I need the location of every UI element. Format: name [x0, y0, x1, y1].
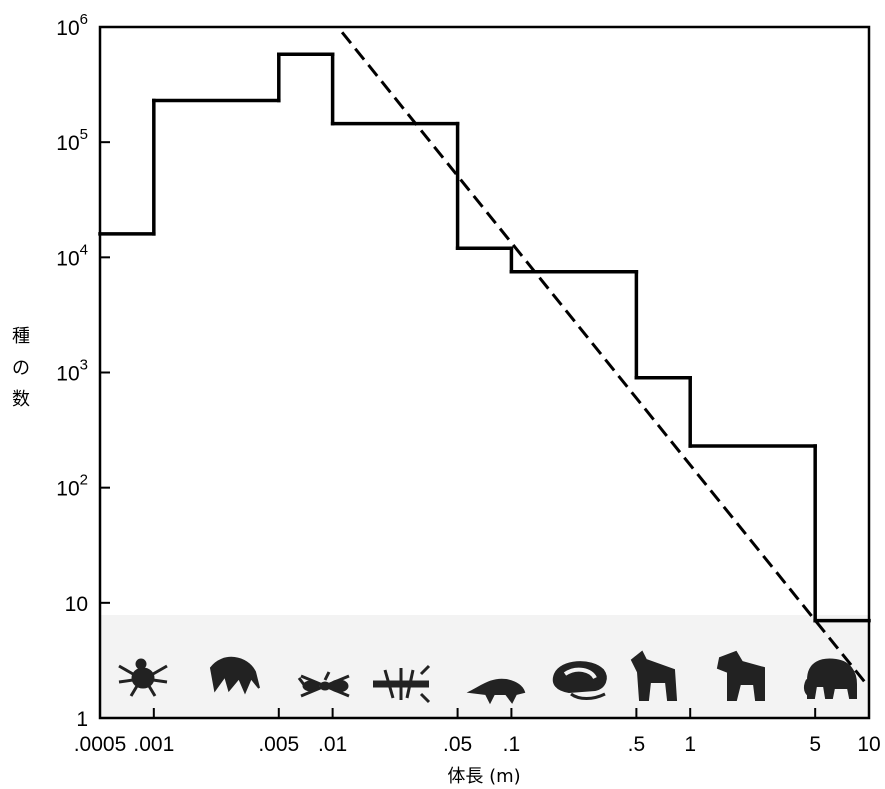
x-axis-ticks: .0005 .001 .005 .01 .05 .1 .5 1 5 10: [74, 708, 881, 756]
lizard-icon: [466, 678, 526, 705]
x-tick-label: .005: [258, 733, 299, 756]
y-tick-label: 102: [56, 472, 88, 501]
y-tick-label: 106: [56, 11, 88, 40]
y-tick-base: 10: [56, 363, 79, 386]
x-tick-label: 10: [857, 733, 880, 756]
x-tick-label: .0005: [74, 733, 127, 756]
y-tick-base: 10: [56, 247, 79, 270]
y-tick-label: 103: [56, 357, 88, 386]
y-tick-exponent: 3: [80, 357, 88, 374]
beetle-icon: [209, 657, 260, 695]
y-axis-title-char-3: 数: [12, 389, 30, 410]
y-axis-title-char-1: 種: [12, 326, 30, 347]
y-tick-exponent: 4: [80, 241, 88, 258]
y-tick-exponent: 5: [80, 126, 88, 143]
x-axis-title: 体長 (m): [447, 766, 520, 787]
trend-line: [340, 31, 867, 685]
series-layer: [98, 31, 871, 685]
y-tick-exponent: 6: [80, 11, 88, 28]
y-tick-base: 10: [56, 132, 79, 155]
y-tick-label: 1: [76, 708, 88, 731]
y-tick-exponent: 2: [80, 472, 88, 489]
dog-icon: [630, 650, 678, 701]
y-tick-label: 104: [56, 241, 88, 270]
rodent-icon: [552, 661, 607, 700]
y-axis-title: 種 の 数: [12, 326, 30, 410]
x-tick-label: .001: [133, 733, 174, 756]
y-tick-label: 105: [56, 126, 88, 155]
x-tick-label: .01: [318, 733, 347, 756]
elephant-icon: [803, 658, 857, 699]
plot-frame: [98, 25, 871, 720]
x-tick-label: .5: [628, 733, 646, 756]
y-tick-base: 10: [56, 17, 79, 40]
y-axis-title-char-2: の: [12, 358, 30, 379]
horse-icon: [716, 650, 765, 701]
mite-icon: [118, 658, 168, 697]
y-tick-label: 10: [65, 593, 88, 616]
insect-icon: [373, 664, 431, 704]
ant-icon: [297, 671, 350, 698]
y-tick-base: 10: [56, 478, 79, 501]
animal-icons: [118, 650, 857, 705]
x-tick-label: .05: [443, 733, 472, 756]
x-tick-label: 5: [809, 733, 821, 756]
x-tick-label: .1: [503, 733, 521, 756]
x-tick-label: 1: [684, 733, 696, 756]
